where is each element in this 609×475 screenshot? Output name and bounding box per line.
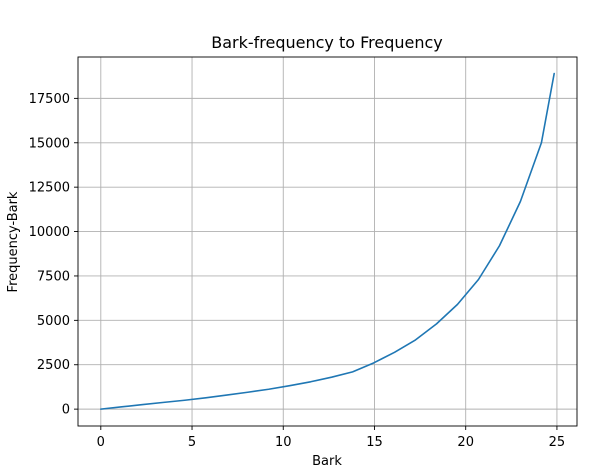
ticks: 0 5 10 15 20 25 0 2500 5000 7500 10000 12500 15000 17… [29, 92, 566, 450]
x-tick-label: 25 [549, 435, 566, 450]
grid [78, 57, 577, 426]
y-tick-label: 0 [62, 403, 70, 418]
y-tick-label: 5000 [37, 314, 70, 329]
y-axis-label: Frequency-Bark [6, 191, 21, 292]
y-tick-label: 15000 [29, 136, 70, 151]
x-tick-label: 5 [188, 435, 196, 450]
x-axis-label: Bark [312, 454, 342, 469]
chart-title: Bark-frequency to Frequency [211, 33, 443, 52]
x-tick-label: 20 [457, 435, 474, 450]
plot-frame [77, 56, 578, 427]
x-tick-label: 0 [97, 435, 105, 450]
plot-series [100, 72, 555, 410]
x-tick-label: 15 [366, 435, 383, 450]
y-tick-label: 7500 [37, 269, 70, 284]
y-tick-label: 17500 [29, 92, 70, 107]
x-tick-label: 10 [275, 435, 292, 450]
y-tick-label: 10000 [29, 225, 70, 240]
axes [77, 56, 578, 427]
y-tick-label: 2500 [37, 358, 70, 373]
y-tick-label: 12500 [29, 181, 70, 196]
series-line [100, 72, 555, 410]
